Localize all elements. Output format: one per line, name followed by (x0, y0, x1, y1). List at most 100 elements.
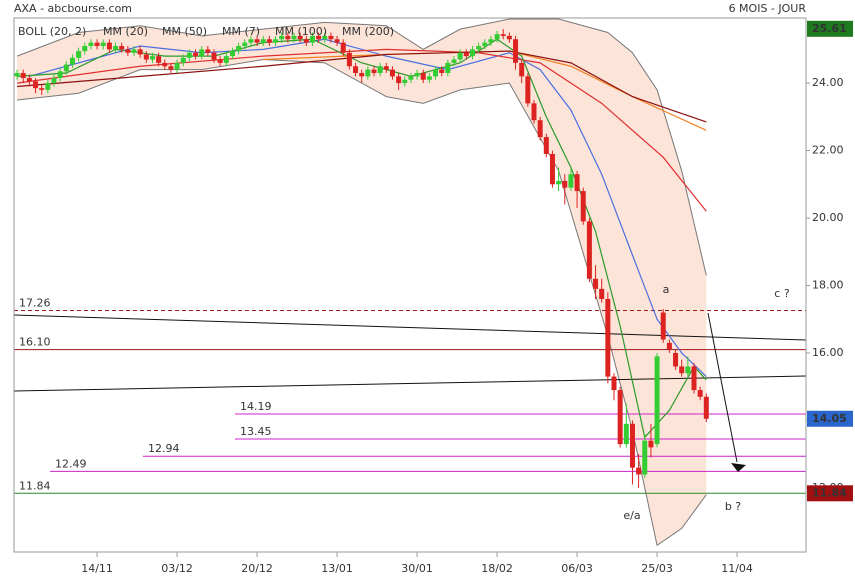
candle-body (531, 103, 537, 121)
candle-body (703, 396, 709, 419)
candle-body (94, 42, 100, 46)
candle-body (666, 342, 672, 350)
candle-body (673, 352, 679, 367)
level-label: 14.19 (240, 400, 272, 413)
candle-body (679, 366, 685, 374)
candle-body (445, 62, 451, 73)
price-label: 14.05 (812, 412, 847, 425)
plot-area (14, 18, 806, 547)
candle-body (623, 423, 629, 445)
y-tick-label: 20.00 (812, 211, 844, 224)
candle-body (242, 42, 248, 46)
candle-body (51, 78, 57, 84)
x-tick-label: 25/03 (641, 562, 673, 575)
legend-item: MM (7) (222, 25, 260, 38)
candle-body (433, 69, 439, 77)
candle-body (617, 390, 623, 445)
candle-body (488, 39, 494, 43)
candle-body (236, 45, 242, 52)
level-label: 12.94 (148, 442, 180, 455)
y-tick-label: 22.00 (812, 144, 844, 157)
chart-subtitle: 6 MOIS - JOUR (729, 2, 807, 15)
candle-body (260, 39, 266, 43)
candle-body (149, 56, 155, 60)
candle-body (642, 440, 648, 475)
annotation: c ? (774, 287, 790, 300)
price-label-box (807, 485, 853, 502)
candle-body (76, 51, 82, 58)
candle-body (426, 76, 432, 80)
candle-body (611, 376, 617, 391)
candle-body (629, 423, 635, 468)
candle-body (377, 66, 383, 73)
candle-body (248, 39, 254, 43)
candle-body (636, 467, 642, 475)
candle-body (180, 57, 186, 63)
candle-body (143, 54, 149, 60)
candle-body (605, 298, 611, 377)
candle-body (113, 45, 119, 50)
candle-body (63, 64, 69, 72)
candle-body (20, 72, 26, 79)
candle-body (463, 52, 469, 57)
candle-body (359, 72, 365, 77)
candle-body (229, 51, 235, 57)
candle-body (439, 69, 445, 73)
candle-body (543, 137, 549, 154)
candle-body (340, 42, 346, 53)
candle-body (420, 72, 426, 80)
candle-body (328, 35, 334, 40)
ma-line (17, 50, 707, 123)
candle-body (586, 221, 592, 279)
x-tick-label: 18/02 (481, 562, 513, 575)
trend-line (14, 375, 806, 392)
chart-title: AXA - abcbourse.com (14, 2, 132, 15)
candle-body (580, 191, 586, 222)
x-tick-label: 20/12 (241, 562, 273, 575)
candle-body (654, 356, 660, 445)
price-label: 11.84 (812, 486, 847, 499)
candle-body (556, 180, 562, 185)
candle-body (396, 76, 402, 84)
ma-line (263, 50, 707, 131)
candle-body (119, 45, 125, 50)
candle-body (346, 52, 352, 67)
candle-body (33, 81, 39, 89)
candle-body (316, 35, 322, 40)
arrow-line (707, 312, 738, 463)
candle-body (88, 42, 94, 46)
candle-body (266, 39, 272, 43)
level-label: 17.26 (19, 296, 51, 309)
candle-body (297, 35, 303, 40)
y-tick-label: 18.00 (812, 279, 844, 292)
ma-line (29, 38, 707, 378)
candle-body (26, 78, 32, 82)
candle-body (593, 278, 599, 289)
band-upper (16, 18, 707, 276)
candle-body (513, 39, 519, 63)
overlay: 17.26 16.10 14.19 13.45 12.94 12.49 11.84 a c ? e… (13, 17, 853, 575)
candle-body (291, 35, 297, 40)
legend-item: MM (20) (103, 25, 148, 38)
candle-body (383, 66, 389, 70)
candle-body (568, 174, 574, 188)
candle-body (156, 56, 162, 63)
x-tick-label: 14/11 (81, 562, 113, 575)
x-tick-label: 30/01 (401, 562, 433, 575)
annotation: e/a (623, 509, 640, 522)
candle-body (414, 72, 420, 77)
candle-body (174, 62, 180, 70)
candle-body (211, 52, 217, 60)
level-label: 12.49 (55, 457, 87, 470)
candle-body (457, 52, 463, 60)
candle-body (408, 76, 414, 80)
candle-body (39, 88, 45, 90)
candle-body (365, 69, 371, 77)
plot-frame (13, 17, 807, 553)
x-tick-label: 13/01 (321, 562, 353, 575)
candle-body (574, 174, 580, 192)
x-tick-label: 11/04 (721, 562, 753, 575)
candle-body (697, 390, 703, 397)
candle-body (186, 52, 192, 58)
